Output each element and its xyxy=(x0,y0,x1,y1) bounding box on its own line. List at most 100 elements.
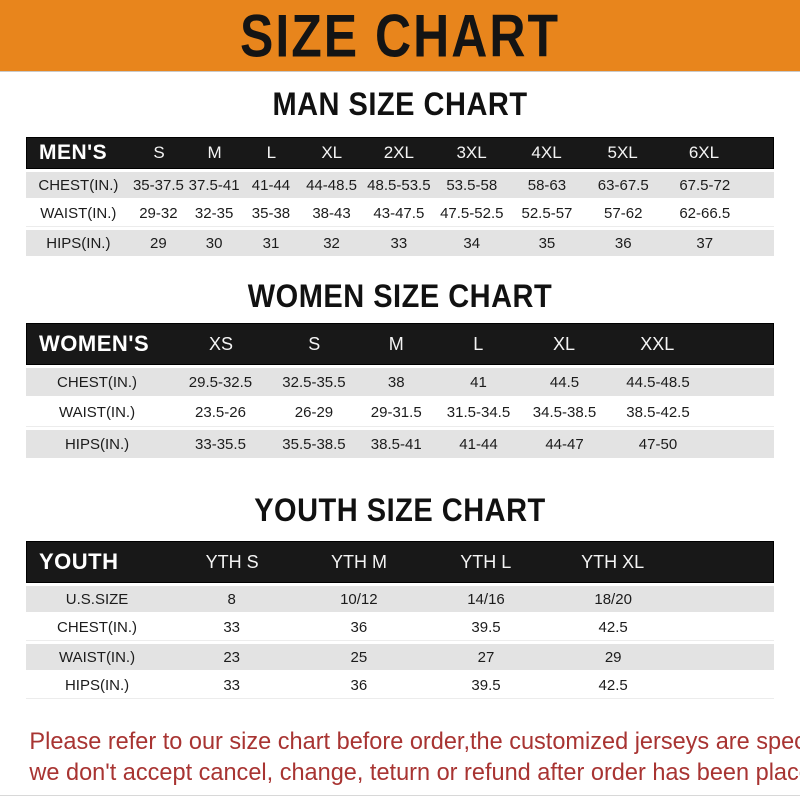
men-cell: 57-62 xyxy=(604,205,643,222)
women-cell: 29-31.5 xyxy=(370,404,422,421)
men-cell: 58-63 xyxy=(527,176,567,194)
youth-table-row: HIPS(IN.) 33 36 39.5 42.5 xyxy=(26,673,774,699)
youth-row-label: WAIST(IN.) xyxy=(59,648,136,666)
men-table-row: CHEST(IN.) 35-37.5 37.5-41 41-44 44-48.5 48.5… xyxy=(26,172,774,198)
disclaimer-text: Please refer to our size chart before or… xyxy=(0,726,800,788)
men-cell: 29 xyxy=(150,234,167,252)
size-tables-container: MAN SIZE CHART MEN'S S M L XL 2XL 3XL 4XL 5XL 6XL C… xyxy=(0,87,800,699)
men-cell: 32 xyxy=(323,234,340,252)
men-cell: 62-66.5 xyxy=(679,205,731,222)
women-cell: 32.5-35.5 xyxy=(282,373,346,391)
women-row-label: CHEST(IN.) xyxy=(57,373,138,391)
women-cell: 47-50 xyxy=(638,435,678,453)
youth-table-row: CHEST(IN.) 33 36 39.5 42.5 xyxy=(26,615,774,641)
women-row-label: WAIST(IN.) xyxy=(59,404,136,421)
men-cell: 35 xyxy=(538,234,556,252)
heading-youth: YOUTH SIZE CHART xyxy=(254,493,546,529)
women-column-header: L xyxy=(473,333,484,354)
women-size-table: WOMEN'S XS S M L XL XXL CHEST(IN.) 29.5-32.5 32.5… xyxy=(26,323,774,458)
men-cell: 47.5-52.5 xyxy=(440,205,504,222)
men-cell: 44-48.5 xyxy=(306,176,357,194)
women-cell: 23.5-26 xyxy=(195,404,246,421)
men-row-label: CHEST(IN.) xyxy=(38,176,119,194)
youth-row-label: U.S.SIZE xyxy=(65,590,129,608)
men-cell: 43-47.5 xyxy=(373,205,425,222)
men-column-header: XL xyxy=(321,143,343,162)
youth-cell: 18/20 xyxy=(594,590,632,608)
women-cell: 35.5-38.5 xyxy=(282,435,346,453)
men-size-table: MEN'S S M L XL 2XL 3XL 4XL 5XL 6XL CHEST(IN.) 35-37… xyxy=(26,137,774,256)
men-column-header: 5XL xyxy=(607,143,638,162)
youth-cell: 42.5 xyxy=(598,619,628,636)
youth-cell: 33 xyxy=(223,619,241,636)
men-cell: 38-43 xyxy=(312,205,351,222)
youth-table-row: WAIST(IN.) 23 25 27 29 xyxy=(26,644,774,670)
men-row-label: WAIST(IN.) xyxy=(40,205,117,222)
women-table-row: HIPS(IN.) 33-35.5 35.5-38.5 38.5-41 41-44 44-… xyxy=(26,430,774,458)
size-chart-banner: SIZE CHART xyxy=(0,0,800,72)
men-table-header: MEN'S S M L XL 2XL 3XL 4XL 5XL 6XL xyxy=(26,137,774,169)
youth-corner-label: YOUTH xyxy=(39,549,119,574)
men-cell: 33 xyxy=(390,234,408,252)
men-column-header: 4XL xyxy=(531,143,562,162)
men-cell: 37 xyxy=(696,234,714,252)
disclaimer-line-2: we don't accept cancel, change, teturn o… xyxy=(29,759,800,786)
youth-cell: 25 xyxy=(350,648,368,666)
women-cell: 38.5-41 xyxy=(370,435,422,453)
men-cell: 34 xyxy=(463,234,481,252)
men-cell: 53.5-58 xyxy=(446,176,498,194)
women-column-header: M xyxy=(388,333,404,354)
women-cell: 44.5 xyxy=(549,373,580,391)
bottom-divider xyxy=(0,795,800,796)
youth-cell: 33 xyxy=(223,677,241,694)
banner-title: SIZE CHART xyxy=(240,1,560,70)
youth-column-header: YTH XL xyxy=(581,551,645,572)
youth-cell: 42.5 xyxy=(598,677,628,694)
men-cell: 48.5-53.5 xyxy=(367,176,431,194)
women-cell: 41 xyxy=(470,373,487,391)
men-cell: 29-32 xyxy=(139,205,178,222)
youth-cell: 27 xyxy=(477,648,495,666)
youth-column-header: YTH S xyxy=(205,551,259,572)
men-table-row: WAIST(IN.) 29-32 32-35 35-38 38-43 43-47.5 47.… xyxy=(26,201,774,227)
men-column-header: L xyxy=(266,143,277,162)
men-cell: 41-44 xyxy=(251,176,291,194)
men-cell: 31 xyxy=(262,234,280,252)
women-column-header: S xyxy=(308,333,321,354)
women-cell: 33-35.5 xyxy=(195,435,246,453)
women-column-header: XS xyxy=(208,333,233,354)
men-cell: 32-35 xyxy=(194,205,234,222)
men-cell: 35-37.5 xyxy=(132,176,184,194)
women-cell: 26-29 xyxy=(294,404,334,421)
women-cell: 31.5-34.5 xyxy=(446,404,511,421)
men-cell: 36 xyxy=(614,234,632,252)
women-cell: 41-44 xyxy=(459,435,498,453)
men-column-header: S xyxy=(153,143,165,162)
women-cell: 38 xyxy=(387,373,405,391)
youth-row-label: CHEST(IN.) xyxy=(57,619,138,636)
women-table-header: WOMEN'S XS S M L XL XXL xyxy=(26,323,774,365)
heading-women: WOMEN SIZE CHART xyxy=(247,279,553,315)
youth-table-row: U.S.SIZE 8 10/12 14/16 18/20 xyxy=(26,586,774,612)
youth-cell: 10/12 xyxy=(340,590,378,608)
disclaimer-line-1: Please refer to our size chart before or… xyxy=(29,728,800,755)
youth-size-table: YOUTH YTH S YTH M YTH L YTH XL U.S.SIZE 8 10/12… xyxy=(26,541,774,699)
men-table-row: HIPS(IN.) 29 30 31 32 33 34 35 36 37 xyxy=(26,230,774,256)
youth-cell: 39.5 xyxy=(471,677,501,694)
men-column-header: 2XL xyxy=(383,143,414,162)
youth-row-label: HIPS(IN.) xyxy=(64,677,130,694)
youth-cell: 23 xyxy=(223,648,241,666)
men-row-label: HIPS(IN.) xyxy=(46,234,111,252)
men-cell: 63-67.5 xyxy=(597,176,649,194)
youth-cell: 29 xyxy=(604,648,622,666)
youth-column-header: YTH L xyxy=(460,551,512,572)
men-cell: 35-38 xyxy=(251,205,291,222)
women-table-row: WAIST(IN.) 23.5-26 26-29 29-31.5 31.5-34.5 34… xyxy=(26,399,774,427)
men-cell: 37.5-41 xyxy=(188,176,240,194)
youth-cell: 8 xyxy=(227,590,236,608)
heading-men: MAN SIZE CHART xyxy=(272,87,528,123)
women-table-row: CHEST(IN.) 29.5-32.5 32.5-35.5 38 41 44.5 44.5… xyxy=(26,368,774,396)
women-row-label: HIPS(IN.) xyxy=(64,435,130,453)
men-cell: 52.5-57 xyxy=(521,205,573,222)
women-cell: 29.5-32.5 xyxy=(188,373,253,391)
